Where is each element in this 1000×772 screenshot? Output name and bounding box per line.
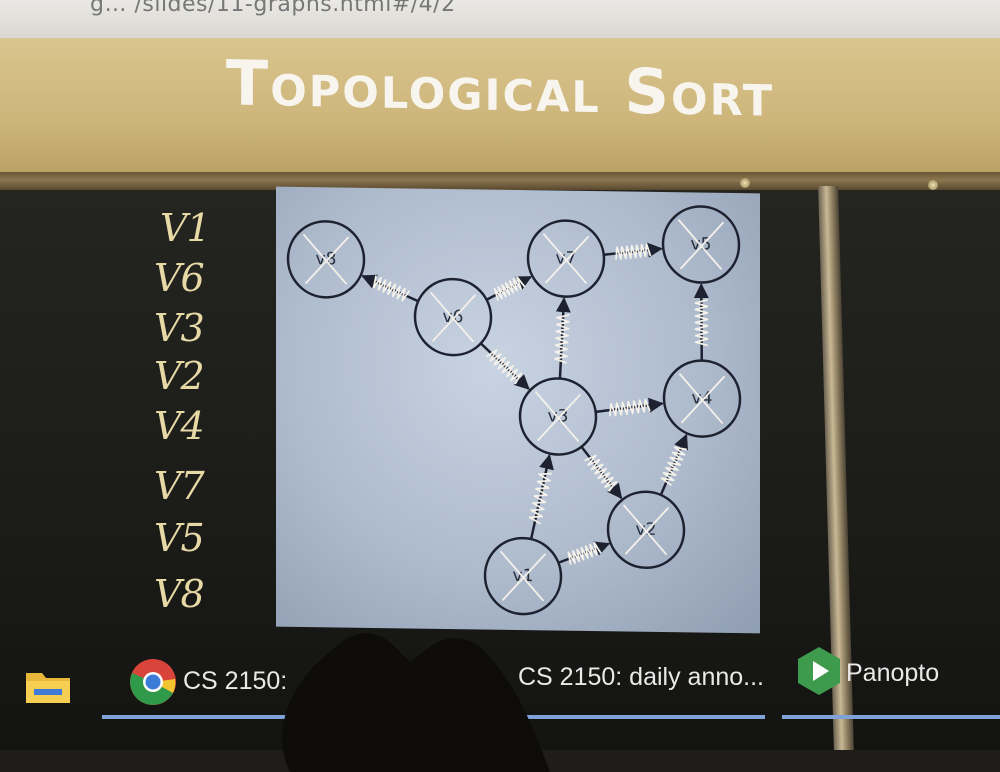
cross-out-mark xyxy=(431,293,473,342)
handwritten-item-8: V8 xyxy=(154,572,204,616)
graph-node-v8: v8 xyxy=(288,221,364,298)
edge-scribble xyxy=(662,447,687,486)
graph-node-v4: v4 xyxy=(664,360,740,437)
graph-node-v1: v1 xyxy=(485,538,561,615)
graph-node-v3: v3 xyxy=(520,378,596,455)
graph-edge-v3-v2 xyxy=(581,447,621,498)
mount-screw xyxy=(740,178,750,188)
edge-scribble xyxy=(495,277,525,301)
url-text: g… /slides/11-graphs.html#/4/2 xyxy=(90,0,456,16)
graph-node-v7: v7 xyxy=(528,220,604,297)
handwritten-item-7: V5 xyxy=(154,516,204,560)
edge-scribble xyxy=(374,276,410,301)
handwritten-item-4: V2 xyxy=(154,354,204,398)
dependency-graph: v8 v6 v7 v5 v3 v4 v2 v1 xyxy=(276,187,760,634)
cross-out-mark xyxy=(624,505,666,554)
graph-nodes: v8 v6 v7 v5 v3 v4 v2 v1 xyxy=(288,201,740,617)
panopto-icon[interactable] xyxy=(796,645,842,697)
chrome-icon[interactable] xyxy=(128,657,178,707)
projected-slide: v8 v6 v7 v5 v3 v4 v2 v1 xyxy=(276,187,760,634)
graph-edge-v3-v7 xyxy=(560,299,564,379)
handwritten-item-5: V4 xyxy=(154,404,204,448)
cross-out-mark xyxy=(679,220,721,269)
cross-out-mark xyxy=(501,552,543,601)
graph-edge-v6-v3 xyxy=(481,343,529,388)
edge-scribble xyxy=(616,244,651,260)
cross-out-mark xyxy=(304,235,346,284)
handwritten-item-1: V1 xyxy=(160,206,210,250)
taskbar-panopto-label[interactable]: Panopto xyxy=(846,659,939,688)
graph-edge-v2-v4 xyxy=(661,435,687,496)
folder-icon[interactable] xyxy=(24,665,72,705)
handwritten-item-6: V7 xyxy=(154,464,205,508)
edge-scribble xyxy=(610,399,650,417)
graph-edge-v6-v7 xyxy=(487,276,531,300)
cross-out-mark xyxy=(544,234,586,283)
graph-node-v5: v5 xyxy=(663,206,739,283)
mount-screw xyxy=(928,180,938,190)
cross-out-mark xyxy=(536,392,578,441)
browser-url-bar: g… /slides/11-graphs.html#/4/2 xyxy=(0,0,1000,40)
presenter-hand-silhouette xyxy=(250,612,560,772)
handwritten-item-2: V6 xyxy=(154,256,204,300)
cross-out-mark xyxy=(680,374,722,423)
graph-node-v6: v6 xyxy=(415,279,491,356)
handwritten-item-3: V3 xyxy=(154,306,204,350)
taskbar-active-indicator xyxy=(782,715,1000,719)
edge-scribble xyxy=(530,473,552,524)
edge-scribble xyxy=(568,542,601,565)
graph-edge-v6-v8 xyxy=(363,276,419,301)
graph-edge-v1-v3 xyxy=(531,455,549,539)
graph-node-v2: v2 xyxy=(608,491,684,568)
